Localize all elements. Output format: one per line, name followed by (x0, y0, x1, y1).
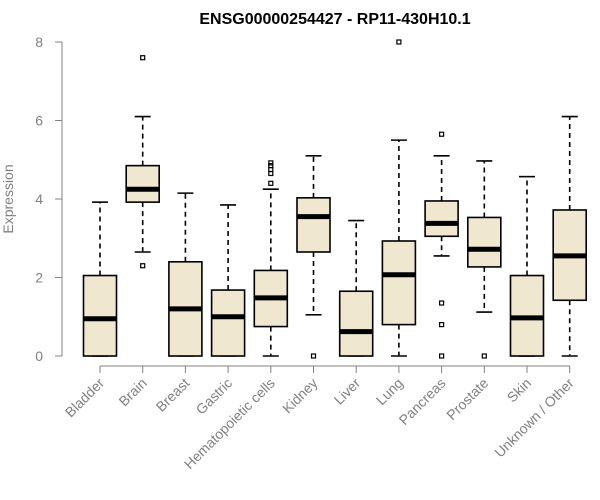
box-kidney (296, 155, 331, 359)
iqr-box (381, 240, 417, 326)
outlier-point (268, 160, 274, 166)
box-prostate (466, 160, 502, 359)
iqr-box (296, 197, 331, 253)
x-tick-label: Kidney (279, 375, 321, 417)
x-tick-label: Breast (153, 375, 193, 415)
box-gastric (210, 204, 246, 357)
outlier-point (439, 300, 445, 306)
box-bladder (82, 201, 118, 357)
x-tick-label: Skin (504, 375, 535, 406)
x-tick-label: Bladder (62, 375, 108, 421)
box-skin (509, 175, 545, 357)
outlier-point (268, 180, 274, 186)
outlier-point (140, 55, 146, 61)
y-tick-label: 4 (35, 191, 43, 207)
outlier-point (268, 163, 274, 169)
box-brain (125, 55, 160, 269)
box-lung (381, 39, 417, 357)
box-pancreas (424, 131, 459, 359)
x-tick-label: Prostate (443, 375, 491, 423)
box-breast (168, 192, 203, 357)
x-tick-label: Pancreas (396, 375, 449, 428)
iqr-box (338, 290, 374, 357)
outlier-point (140, 263, 146, 269)
iqr-box (82, 274, 118, 357)
y-tick-label: 8 (35, 34, 43, 50)
y-axis: 0 2 4 6 8 (35, 34, 63, 364)
y-tick-label: 2 (35, 270, 43, 286)
x-tick-label: Lung (373, 375, 406, 408)
outlier-point (439, 322, 445, 328)
outlier-point (439, 131, 445, 137)
x-tick-label: Brain (115, 375, 149, 409)
y-tick-label: 0 (35, 348, 43, 364)
box-hematopoietic-cells (253, 160, 289, 357)
box-unknown-other (552, 115, 588, 357)
y-axis-label: Expression (0, 164, 16, 233)
iqr-box (466, 216, 502, 268)
x-tick-label: Gastric (193, 375, 236, 418)
iqr-box (210, 289, 246, 357)
box-liver (338, 219, 374, 357)
x-tick-label: Unknown / Other (491, 375, 577, 461)
boxes-group (82, 39, 588, 359)
outlier-point (310, 353, 317, 359)
outlier-point (396, 39, 402, 45)
chart-title: ENSG00000254427 - RP11-430H10.1 (199, 11, 470, 28)
iqr-box (125, 164, 160, 203)
outlier-point (439, 353, 445, 359)
x-tick-label: Liver (331, 375, 364, 408)
iqr-box (424, 200, 459, 238)
y-tick-label: 6 (35, 113, 43, 129)
outlier-point (481, 353, 487, 359)
